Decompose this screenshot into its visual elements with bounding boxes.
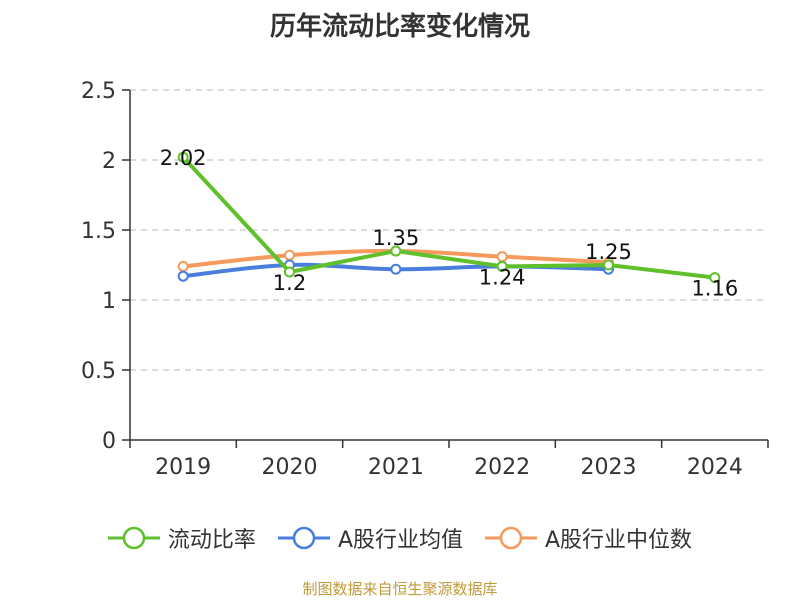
legend-item-2[interactable]: A股行业中位数 (485, 522, 692, 554)
x-tick-label: 2019 (155, 455, 211, 480)
line-chart: 0 0.5 1 1.5 2 2.5 2019 2020 2021 2022 2023 2024 2.0… (81, 79, 769, 480)
legend: 流动比率 A股行业均值 A股行业中位数 (0, 520, 800, 556)
x-tick-label: 2023 (581, 455, 637, 480)
data-point (709, 272, 721, 284)
data-label: 1.2 (273, 271, 306, 295)
x-tick-label: 2020 (262, 455, 318, 480)
legend-label: A股行业中位数 (545, 528, 693, 553)
grid-lines (130, 89, 768, 371)
y-tick-label: 1.5 (81, 219, 116, 244)
legend-label: A股行业均值 (337, 528, 463, 553)
data-label: 1.25 (585, 240, 632, 264)
data-point (390, 263, 402, 275)
data-point (496, 260, 508, 272)
y-tick-label: 1 (102, 289, 116, 314)
chart-title: 历年流动比率变化情况 (269, 12, 530, 42)
x-tick-label: 2022 (474, 455, 530, 480)
axes: 0 0.5 1 1.5 2 2.5 2019 2020 2021 2022 2023 2024 (81, 79, 769, 480)
series-lines (177, 151, 721, 284)
legend-line-circle-icon (485, 526, 537, 550)
source-note: 制图数据来自恒生聚源数据库 (302, 580, 498, 598)
y-tick-label: 2.5 (81, 79, 116, 104)
x-tick-label: 2024 (687, 455, 743, 480)
data-label: 2.02 (160, 146, 207, 170)
data-label: 1.16 (691, 277, 738, 301)
data-label: 1.35 (372, 226, 419, 250)
y-tick-label: 0 (102, 429, 116, 454)
legend-line-circle-icon (107, 526, 160, 550)
y-tick-label: 0.5 (81, 359, 116, 384)
data-point (284, 266, 295, 278)
y-tick-label: 2 (102, 149, 116, 174)
legend-item-1[interactable]: A股行业均值 (277, 522, 463, 554)
legend-label: 流动比率 (167, 528, 256, 553)
data-point (177, 270, 189, 282)
data-label: 1.24 (479, 265, 526, 289)
series-line-0 (181, 155, 717, 280)
data-point (390, 245, 402, 257)
data-point (603, 259, 614, 271)
data-point (177, 260, 189, 272)
data-labels: 2.02 1.2 1.35 1.24 1.25 1.16 (160, 146, 738, 300)
data-point (496, 251, 508, 263)
legend-line-circle-icon (277, 526, 330, 550)
legend-item-0[interactable]: 流动比率 (107, 522, 256, 554)
data-point (177, 151, 189, 163)
x-tick-label: 2021 (368, 455, 424, 480)
data-point (284, 249, 295, 261)
